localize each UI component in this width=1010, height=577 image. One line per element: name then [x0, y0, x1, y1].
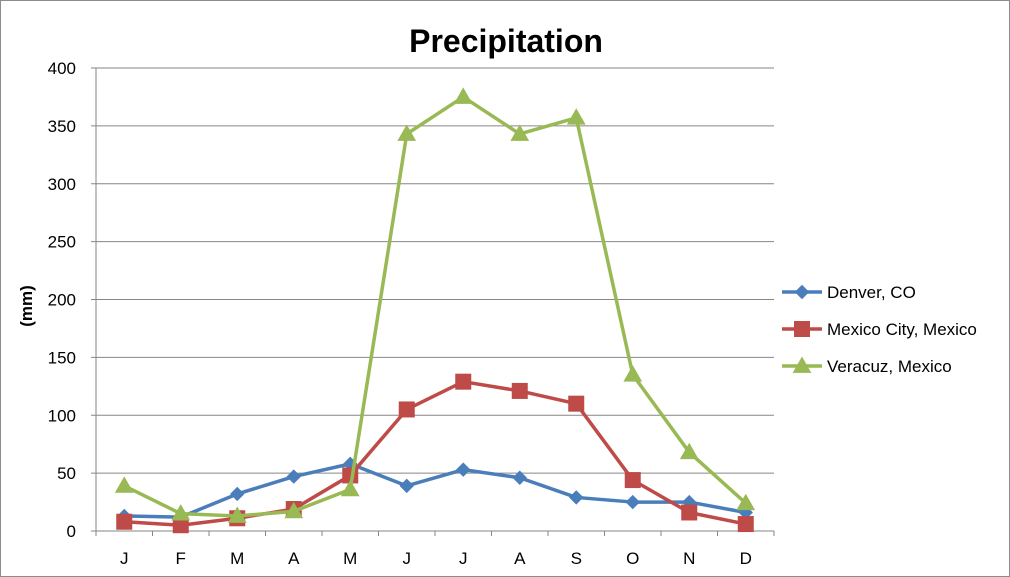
legend-item: Mexico City, Mexico: [782, 320, 977, 339]
data-point: [284, 501, 304, 519]
data-point: [736, 493, 756, 511]
x-tick-label: J: [403, 549, 412, 568]
legend-label: Denver, CO: [827, 283, 916, 302]
data-point: [286, 469, 301, 484]
x-tick-label: J: [120, 549, 129, 568]
data-point: [230, 486, 245, 502]
x-tick-label: D: [740, 549, 752, 568]
data-point: [116, 513, 133, 530]
y-axis-title: (mm): [17, 285, 36, 327]
chart-title: Precipitation: [409, 23, 603, 59]
y-tick-label: 300: [48, 175, 76, 194]
data-point: [456, 462, 471, 477]
data-point: [510, 124, 530, 141]
data-point: [569, 490, 584, 505]
x-tick-label: M: [230, 549, 244, 568]
x-tick-label: J: [459, 549, 468, 568]
legend-marker: [794, 284, 810, 300]
y-tick-label: 100: [48, 406, 76, 425]
legend-marker: [792, 356, 812, 373]
x-tick-label: F: [176, 549, 186, 568]
x-tick-label: M: [343, 549, 357, 568]
data-point: [171, 504, 191, 521]
gridlines: [96, 67, 774, 474]
y-tick-label: 350: [48, 117, 76, 136]
data-point: [737, 516, 754, 533]
data-point: [397, 124, 417, 141]
series-3: [114, 87, 756, 523]
data-point: [623, 365, 643, 382]
x-tick-label: S: [571, 549, 582, 568]
data-point: [398, 401, 415, 418]
series-line: [124, 379, 747, 527]
series-2: [116, 373, 754, 534]
x-tick-label: O: [626, 549, 639, 568]
data-point: [681, 504, 698, 521]
data-point: [512, 470, 527, 485]
x-tick-label: N: [683, 549, 695, 568]
y-tick-label: 200: [48, 291, 76, 310]
data-point: [568, 395, 585, 412]
series-lines: [114, 87, 756, 534]
y-tick-label: 150: [48, 348, 76, 367]
data-point: [340, 479, 360, 497]
y-tick-label: 400: [48, 59, 76, 78]
legend-item: Veracuz, Mexico: [782, 356, 952, 376]
data-point: [453, 87, 473, 104]
legend-label: Mexico City, Mexico: [827, 320, 977, 339]
axes: 0 50 100 150 200 250 300 350 400 J F M A M J J A S O N D: [48, 59, 775, 568]
data-point: [114, 476, 134, 493]
legend-label: Veracuz, Mexico: [827, 357, 952, 376]
x-tick-label: A: [288, 549, 300, 568]
data-point: [511, 382, 528, 399]
series-line: [124, 462, 747, 519]
legend: Denver, CO Mexico City, Mexico Veracuz, Me…: [782, 283, 977, 376]
data-point: [227, 506, 247, 523]
x-tick-label: A: [514, 549, 526, 568]
data-point: [566, 108, 586, 125]
data-point: [624, 472, 641, 489]
y-tick-label: 250: [48, 233, 76, 252]
data-point: [455, 373, 472, 390]
data-point: [625, 494, 640, 510]
legend-marker: [794, 321, 810, 337]
y-tick-label: 50: [57, 464, 76, 483]
data-point: [399, 478, 414, 494]
legend-item: Denver, CO: [782, 283, 916, 302]
series-line: [123, 95, 747, 518]
data-point: [679, 442, 699, 460]
y-tick-label: 0: [67, 522, 76, 541]
